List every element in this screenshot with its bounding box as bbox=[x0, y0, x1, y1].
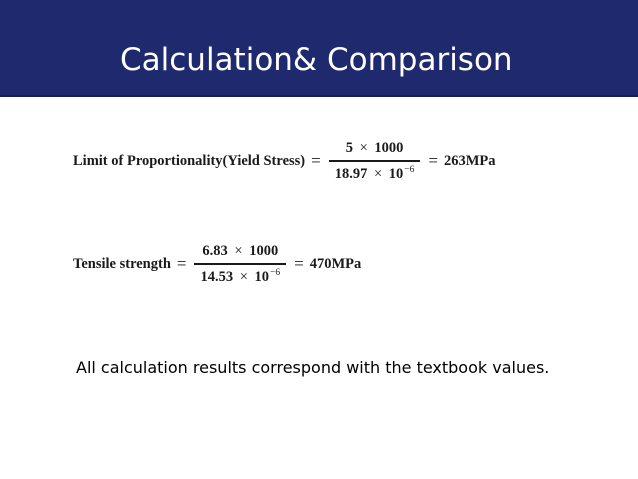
denominator: 14.53 × 10−6 bbox=[194, 265, 286, 286]
denominator-exponent: −6 bbox=[404, 164, 415, 175]
fraction-bar bbox=[194, 263, 287, 265]
equation-result: 470MPa bbox=[309, 255, 362, 272]
equation-result: 263MPa bbox=[443, 152, 496, 169]
fraction-bar bbox=[328, 160, 421, 162]
equals-sign: = bbox=[311, 151, 321, 171]
multiply-sign: × bbox=[239, 268, 248, 285]
equals-sign: = bbox=[176, 254, 187, 274]
numerator: 5 × 1000 bbox=[340, 140, 410, 160]
denominator-base: 10 bbox=[254, 268, 270, 285]
title-bar: Calculation& Comparison bbox=[0, 0, 638, 97]
denominator-base: 10 bbox=[388, 165, 404, 182]
equation-label: Limit of Proportionality(Yield Stress) bbox=[73, 152, 306, 169]
denominator: 18.97 × 10−6 bbox=[329, 162, 421, 183]
tensile-strength-equation: Tensile strength = 6.83 × 1000 14.53 × 1… bbox=[73, 243, 361, 286]
multiply-sign: × bbox=[359, 140, 368, 156]
denominator-value: 14.53 bbox=[200, 268, 234, 285]
slide-title: Calculation& Comparison bbox=[120, 42, 513, 78]
denominator-value: 18.97 bbox=[334, 165, 368, 182]
yield-stress-equation: Limit of Proportionality(Yield Stress) =… bbox=[73, 140, 496, 183]
fraction: 5 × 1000 18.97 × 10−6 bbox=[328, 140, 421, 183]
conclusion-text: All calculation results correspond with … bbox=[76, 358, 550, 377]
numerator-value: 6.83 bbox=[202, 243, 228, 259]
multiply-sign: × bbox=[234, 243, 243, 259]
equation-label: Tensile strength bbox=[73, 255, 171, 272]
equals-sign: = bbox=[294, 254, 304, 274]
numerator-value: 5 bbox=[345, 140, 353, 156]
numerator-factor: 1000 bbox=[249, 243, 279, 259]
fraction: 6.83 × 1000 14.53 × 10−6 bbox=[194, 243, 287, 286]
multiply-sign: × bbox=[373, 165, 383, 182]
denominator-exponent: −6 bbox=[270, 267, 281, 278]
equals-sign: = bbox=[428, 151, 438, 171]
numerator-factor: 1000 bbox=[374, 140, 404, 156]
numerator: 6.83 × 1000 bbox=[196, 243, 284, 263]
